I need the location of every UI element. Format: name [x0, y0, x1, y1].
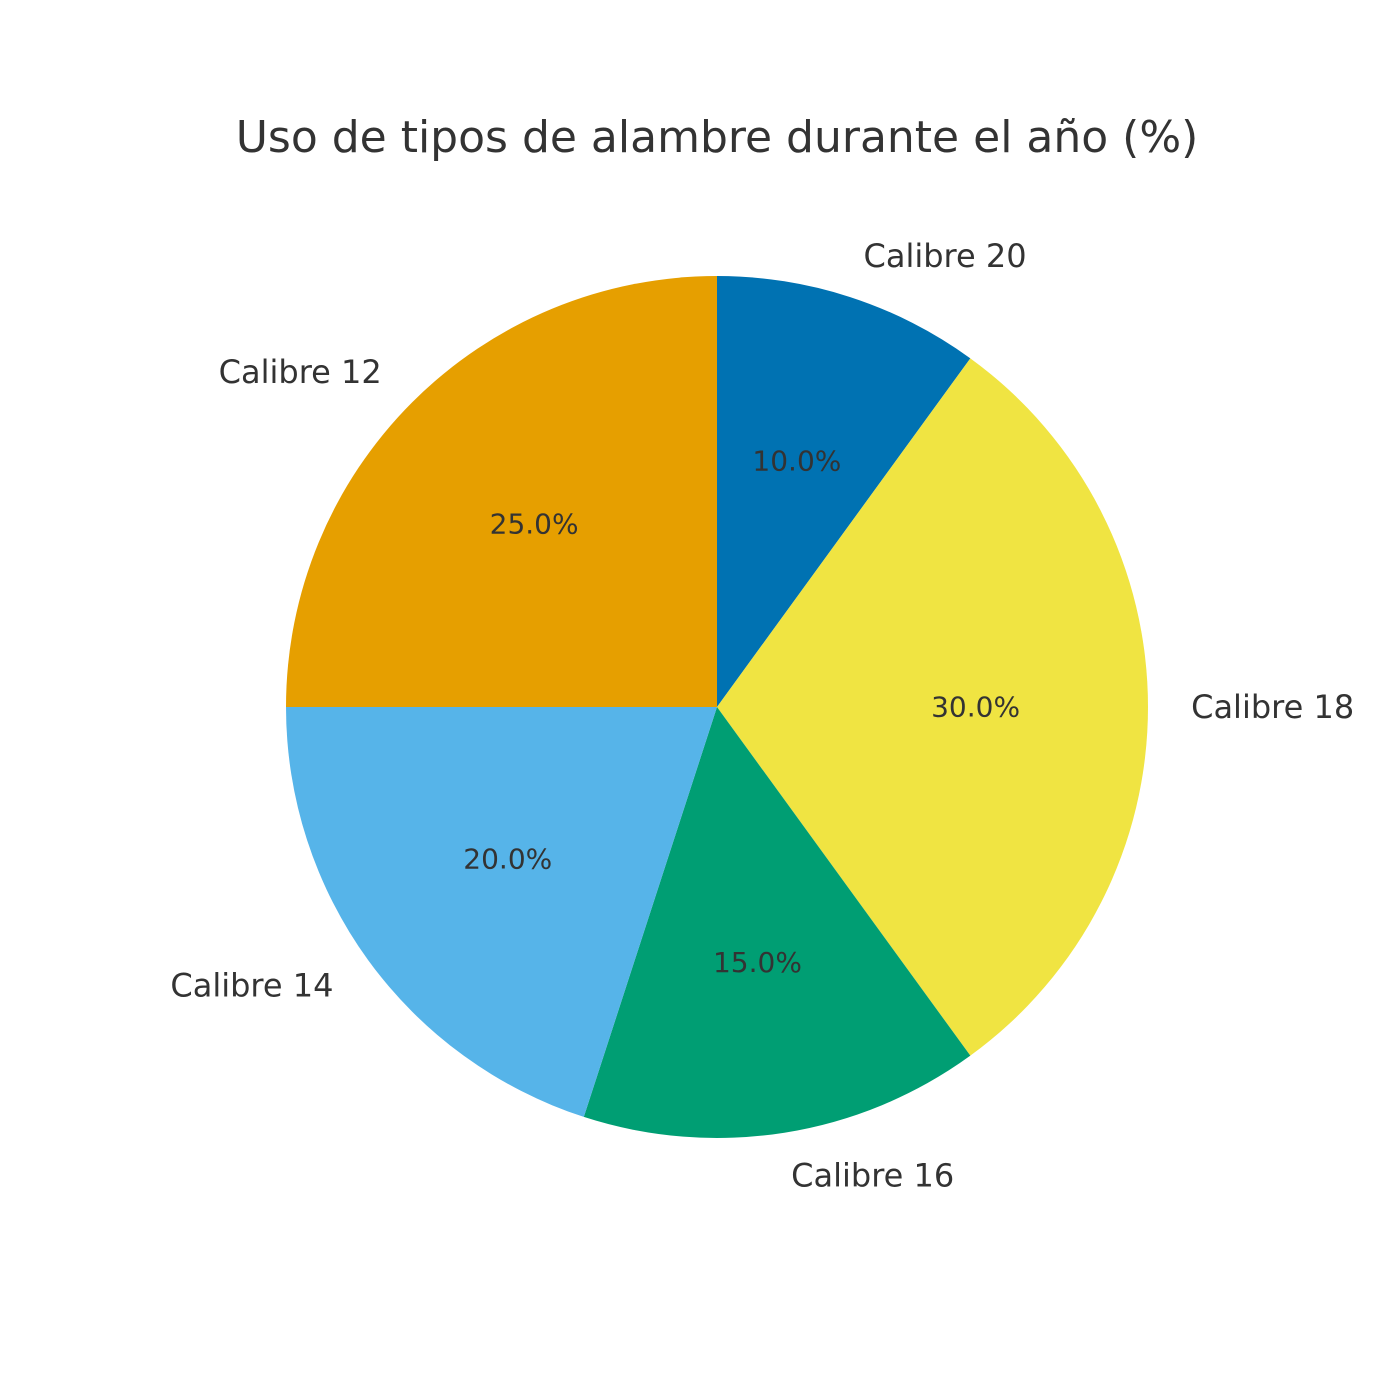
- percent-label: 20.0%: [463, 843, 552, 876]
- percent-label: 15.0%: [713, 946, 802, 979]
- chart-title: Uso de tipos de alambre durante el año (…: [236, 112, 1199, 163]
- category-label: Calibre 20: [864, 237, 1027, 275]
- pie-slices: [286, 276, 1148, 1138]
- percent-label: 25.0%: [490, 508, 579, 541]
- pie-slice-calibre-20: [717, 276, 971, 707]
- category-label: Calibre 18: [1191, 688, 1354, 726]
- category-label: Calibre 12: [219, 353, 382, 391]
- pie-slice-calibre-14: [286, 707, 717, 1117]
- pie-labels: 10.0% Calibre 20 30.0% Calibre 18 15.0% Calib…: [170, 237, 1354, 1194]
- pie-slice-calibre-16: [583, 707, 971, 1138]
- category-label: Calibre 16: [791, 1156, 954, 1194]
- pie-slice-calibre-18: [717, 358, 1148, 1056]
- category-label: Calibre 14: [170, 967, 333, 1005]
- percent-label: 10.0%: [752, 445, 841, 478]
- pie-slice-calibre-12: [286, 276, 717, 707]
- percent-label: 30.0%: [931, 691, 1020, 724]
